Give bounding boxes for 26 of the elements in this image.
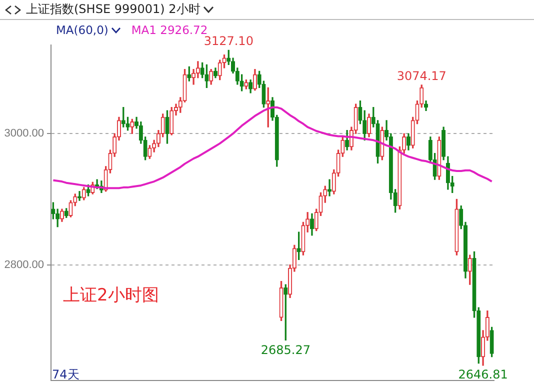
candlestick — [415, 100, 420, 124]
candlestick — [398, 146, 402, 210]
y-tick-label: 2800.00 — [4, 258, 44, 271]
candlestick — [376, 120, 380, 164]
candlestick — [358, 100, 362, 124]
candlestick — [126, 116, 130, 131]
candlestick — [301, 222, 306, 256]
candlestick — [68, 200, 73, 218]
annotation: 3127.10 — [204, 34, 254, 48]
candlestick — [165, 110, 170, 144]
candlestick — [244, 79, 248, 90]
text: MA1 2926.72 — [131, 23, 208, 37]
annotation: 上证2小时图 — [63, 285, 159, 306]
candlestick — [296, 232, 301, 260]
candlestick — [454, 198, 459, 256]
annotation: 2646.81 — [458, 367, 508, 382]
candlestick — [204, 64, 209, 88]
annotation: 74天 — [52, 367, 80, 382]
candlestick — [86, 184, 90, 196]
candlestick — [490, 326, 494, 358]
text: MA(60,0) — [56, 23, 108, 37]
candlestick — [279, 280, 284, 321]
y-tick-label: 3000.00 — [4, 128, 44, 140]
annotation: 2685.27 — [260, 343, 310, 358]
chart-title: 上证指数(SHSE 999001) 2小时 — [26, 1, 200, 18]
annotation: 3074.17 — [396, 68, 446, 83]
